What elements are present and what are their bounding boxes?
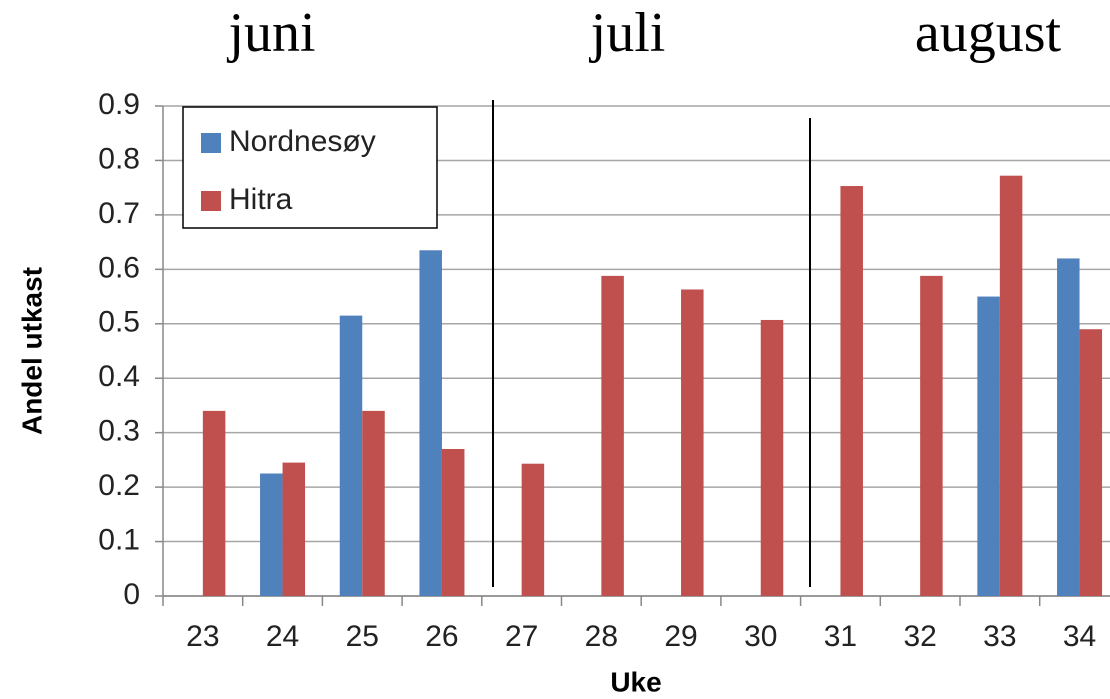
bar: [260, 473, 283, 596]
y-tick-label: 0.5: [98, 306, 140, 339]
y-tick-label: 0.1: [98, 523, 140, 556]
bar: [202, 410, 226, 596]
bars: [202, 175, 1103, 597]
x-tick-label: 28: [585, 620, 618, 653]
x-tick-label: 34: [1063, 620, 1096, 653]
y-tick-label: 0.8: [98, 142, 140, 175]
bar: [920, 275, 943, 596]
bar: [1057, 258, 1080, 596]
x-tick-label: 30: [744, 620, 777, 653]
bar: [419, 250, 442, 596]
bar: [441, 449, 465, 596]
bar: [521, 463, 545, 596]
legend-label: Hitra: [229, 183, 293, 216]
x-tick-label: 26: [425, 620, 458, 653]
x-tick-label: 32: [903, 620, 936, 653]
month-label: juli: [589, 2, 666, 64]
legend-label: Nordnesøy: [229, 125, 376, 158]
bar: [760, 319, 784, 596]
month-label: juni: [226, 2, 315, 64]
legend-box: [182, 106, 438, 229]
bar: [601, 275, 624, 596]
x-tick-label: 29: [664, 620, 697, 653]
legend-swatch: [201, 133, 221, 153]
legend: Nordnesøy Hitra: [182, 106, 438, 229]
x-tick-label: 33: [983, 620, 1016, 653]
y-tick-label: 0: [123, 578, 140, 611]
x-tick-label: 23: [186, 620, 219, 653]
bar: [999, 175, 1023, 596]
bar: [840, 186, 863, 597]
y-tick-label: 0.4: [98, 360, 140, 393]
y-tick-label: 0.6: [98, 251, 140, 284]
y-tick-label: 0.2: [98, 469, 140, 502]
grid: 0 0.1 0.2 0.3 0.4 0.5 0.6 0.7 0.8 0.9 23 24 25 26 27 28…: [98, 88, 1110, 653]
x-axis-label: Uke: [610, 666, 661, 697]
y-tick-label: 0.9: [98, 88, 140, 121]
bar: [681, 289, 704, 596]
legend-swatch: [201, 191, 221, 211]
month-label: august: [915, 2, 1062, 64]
bar: [362, 410, 385, 596]
y-tick-label: 0.3: [98, 415, 140, 448]
bar: [339, 315, 363, 596]
x-tick-label: 24: [266, 620, 299, 653]
bar: [1079, 329, 1103, 596]
x-tick-label: 27: [505, 620, 538, 653]
y-tick-label: 0.7: [98, 197, 140, 230]
y-axis-label: Andel utkast: [16, 267, 47, 435]
x-tick-label: 31: [824, 620, 857, 653]
x-tick-label: 25: [346, 620, 379, 653]
bar: [282, 462, 306, 596]
bar: [977, 296, 1000, 596]
